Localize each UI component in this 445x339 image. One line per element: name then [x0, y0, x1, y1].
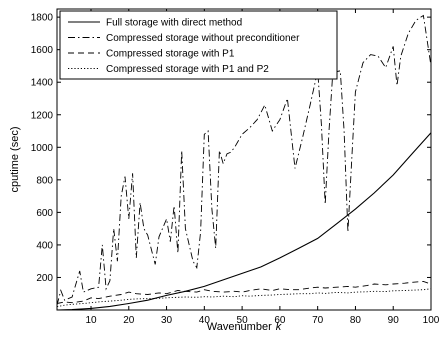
series-layer	[56, 14, 432, 311]
y-axis-ticks: 200 400 600 800 1000 1200 1400 1600 1800	[31, 13, 431, 284]
y-tick-label: 400	[36, 240, 53, 251]
series-line-1	[56, 132, 432, 311]
legend-label-1: Full storage with direct method	[106, 18, 242, 29]
x-tick-label: 20	[123, 315, 135, 326]
x-tick-label: 90	[388, 315, 400, 326]
x-tick-label: 60	[274, 315, 286, 326]
y-tick-label: 1600	[31, 45, 54, 56]
y-tick-label: 1200	[31, 110, 54, 121]
x-tick-label: 70	[312, 315, 324, 326]
y-tick-label: 1000	[31, 143, 54, 154]
x-tick-label: 30	[161, 315, 173, 326]
plot-area	[56, 8, 432, 311]
series-line-2	[56, 14, 432, 306]
legend-label-2: Compressed storage without preconditione…	[106, 33, 300, 44]
series-line-4	[56, 288, 432, 308]
x-tick-label: 10	[85, 315, 97, 326]
x-axis-label: Wavenumber k	[207, 321, 282, 333]
series-line-3	[56, 281, 432, 304]
legend-box	[59, 10, 338, 80]
y-tick-label: 600	[36, 208, 53, 219]
x-tick-label: 50	[237, 315, 249, 326]
x-tick-label: 100	[423, 315, 440, 326]
y-tick-label: 800	[36, 175, 53, 186]
legend-label-4: Compressed storage with P1 and P2	[106, 64, 269, 75]
y-tick-label: 1400	[31, 78, 54, 89]
y-axis-label: cputime (sec)	[9, 126, 21, 192]
legend: Full storage with direct method Compresse…	[59, 10, 338, 80]
y-tick-label: 1800	[31, 13, 54, 24]
legend-label-3: Compressed storage with P1	[106, 49, 235, 60]
x-tick-label: 40	[199, 315, 211, 326]
y-tick-label: 200	[36, 273, 53, 284]
x-axis-label-text: Wavenumber	[207, 321, 272, 333]
x-tick-label: 80	[350, 315, 362, 326]
x-axis-label-variable: k	[276, 321, 282, 333]
